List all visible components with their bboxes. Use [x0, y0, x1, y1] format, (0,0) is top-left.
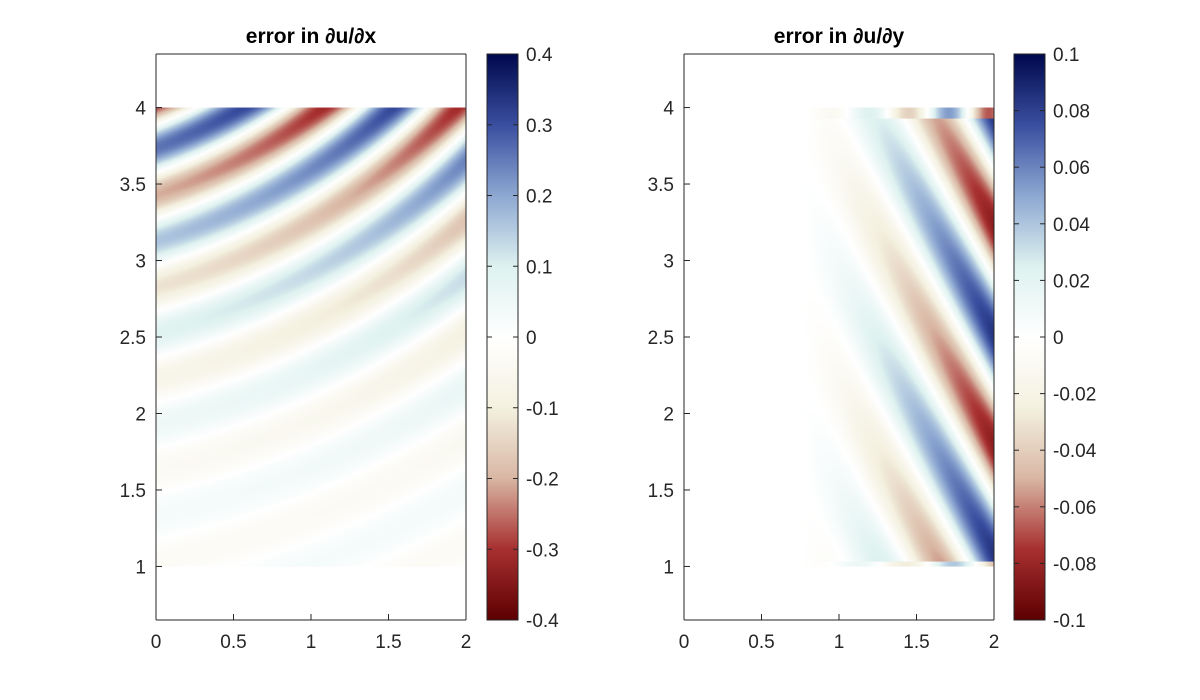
x-tick-label: 0.5 [220, 632, 246, 653]
colorbar-tick-label: -0.3 [526, 540, 559, 561]
colorbar-tick-label: -0.04 [1053, 441, 1097, 462]
colorbar-tick-label: 0.06 [1053, 158, 1090, 179]
x-tick-label: 2 [989, 632, 1000, 653]
y-tick-label: 1.5 [648, 481, 674, 502]
x-tick-label: 0.5 [748, 632, 774, 653]
x-tick-label: 1 [306, 632, 317, 653]
colorbar-tick-label: 0.08 [1053, 102, 1090, 123]
colorbar-tick-label: -0.2 [526, 470, 559, 491]
y-tick-label: 1 [663, 557, 674, 578]
y-tick-label: 3 [135, 252, 146, 273]
x-tick-label: 1.5 [375, 632, 401, 653]
colorbar-tick-label: 0.02 [1053, 271, 1090, 292]
y-tick-label: 3.5 [120, 175, 146, 196]
y-tick-label: 4 [135, 99, 146, 120]
colorbar-tick-label: 0.1 [526, 257, 552, 278]
heatmap-image [800, 107, 995, 567]
panel-dx: 0 0.5 1 1.5 2 1 1.5 2 2.5 3 3.5 4 error in ∂u/∂x 0.4 0… [120, 25, 560, 653]
y-tick-label: 3 [663, 252, 674, 273]
x-tick-label: 0 [151, 632, 162, 653]
y-tick-label: 3.5 [648, 175, 674, 196]
y-tick-label: 4 [663, 99, 674, 120]
colorbar-gradient [487, 54, 518, 620]
colorbar-tick-label: 0.1 [1053, 45, 1079, 66]
colorbar-tick-label: -0.06 [1053, 498, 1096, 519]
colorbar-tick-label: -0.1 [1053, 611, 1086, 632]
x-tick-label: 0 [679, 632, 690, 653]
colorbar-tick-label: -0.1 [526, 399, 559, 420]
y-tick-label: 1 [135, 557, 146, 578]
colorbar-tick-label: 0.3 [526, 116, 552, 137]
y-tick-label: 1.5 [120, 481, 146, 502]
y-tick-label: 2 [663, 404, 674, 425]
colorbar-tick-label: 0 [526, 328, 537, 349]
colorbar-tick-label: 0 [1053, 328, 1064, 349]
x-tick-label: 1.5 [903, 632, 929, 653]
plot-title: error in ∂u/∂x [246, 25, 377, 48]
y-tick-label: 2.5 [120, 328, 146, 349]
plot-title: error in ∂u/∂y [774, 25, 905, 48]
colorbar-tick-label: -0.08 [1053, 554, 1096, 575]
colorbar-tick-label: 0.2 [526, 187, 552, 208]
x-tick-label: 2 [461, 632, 472, 653]
colorbar-tick-label: 0.4 [526, 45, 553, 66]
y-tick-label: 2.5 [648, 328, 674, 349]
colorbar-gradient [1014, 54, 1045, 620]
heatmap-image [156, 107, 466, 567]
panel-dy: 0 0.5 1 1.5 2 1 1.5 2 2.5 3 3.5 4 error in ∂u/∂y 0.1 0… [648, 25, 1097, 653]
colorbar-tick-label: -0.4 [526, 611, 559, 632]
y-tick-label: 2 [135, 404, 146, 425]
colorbar-tick-label: -0.02 [1053, 385, 1096, 406]
x-tick-label: 1 [834, 632, 845, 653]
colorbar-tick-label: 0.04 [1053, 215, 1090, 236]
